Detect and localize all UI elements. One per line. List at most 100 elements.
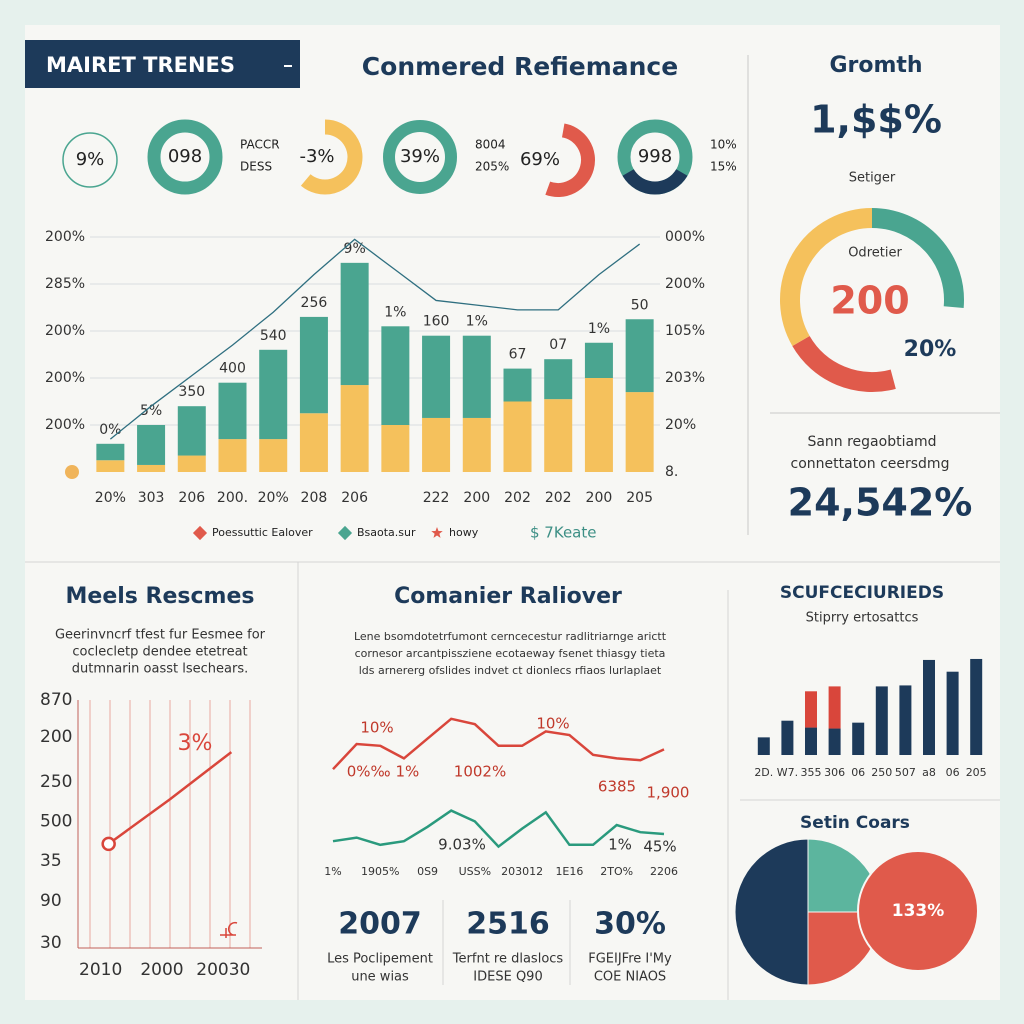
bar (96, 443, 125, 461)
note: Sann regaobtiamd (807, 434, 936, 450)
bar-label: 256 (301, 295, 328, 311)
growth-title: Gromth (829, 53, 922, 78)
bar (899, 685, 912, 755)
bar (137, 425, 166, 465)
y-tick-label: 500 (40, 812, 72, 832)
bar-label: 9% (344, 241, 366, 257)
x-tick-label: 306 (824, 766, 845, 779)
bar-label: 540 (260, 328, 287, 344)
bar (340, 385, 369, 472)
y-tick-label: 285% (45, 276, 85, 292)
x-tick-label: 2000 (140, 960, 183, 980)
panel-text: lds arnererg ofslides indvet ct dionlecs… (359, 664, 662, 677)
bar (340, 262, 369, 386)
annotation: 10% (536, 715, 569, 733)
line (107, 751, 233, 845)
y-tick-label: 90 (40, 891, 62, 911)
x-tick-label: 200. (217, 490, 248, 506)
x-tick-label: 250 (871, 766, 892, 779)
bar-label: 67 (509, 347, 527, 363)
line (109, 238, 641, 440)
badge (25, 40, 300, 88)
x-tick-label: 2010 (79, 960, 122, 980)
stat-text: IDESE Q90 (473, 970, 542, 985)
x-tick-label: 200 (463, 490, 490, 506)
bar (852, 722, 865, 755)
ring-label: 69% (520, 149, 560, 170)
bar-label: 400 (219, 361, 246, 377)
x-tick-label: 2206 (650, 865, 678, 878)
bar (422, 335, 451, 418)
legend-label: $ 7Keate (530, 524, 596, 542)
dot (65, 465, 79, 479)
bar-label: 1% (588, 321, 610, 337)
bar (503, 401, 532, 472)
bar (544, 359, 573, 400)
panel-title: Comanier Raliover (394, 584, 622, 609)
y-tick-label: 200% (45, 229, 85, 245)
x-tick-label: 222 (423, 490, 450, 506)
gauge (871, 208, 964, 309)
bar (828, 728, 841, 755)
stat-text: une wias (351, 970, 409, 985)
bar (970, 658, 983, 755)
bar (625, 319, 654, 393)
badge-label: 133% (892, 901, 945, 921)
legend-label: Bsaota.sur (357, 526, 416, 539)
gauge-label: Odretier (848, 246, 902, 261)
bar (137, 464, 166, 472)
point (101, 836, 116, 852)
panel-text: coclecletp dendee etetreat (72, 645, 247, 660)
bar (259, 349, 288, 440)
stat-text: Terfnt re dlaslocs (452, 952, 564, 967)
x-tick-label: 202 (545, 490, 572, 506)
growth-value: 1,$$% (810, 98, 942, 142)
bar-label: 5% (140, 403, 162, 419)
y2-tick-label: 000% (665, 229, 705, 245)
ring-label: -3% (299, 146, 334, 167)
y-tick-label: 30 (40, 933, 62, 953)
squiggle (220, 921, 238, 938)
x-tick-label: 206 (178, 490, 205, 506)
legend-marker (192, 525, 208, 541)
stat-value: 30% (594, 907, 666, 942)
panel-text: cornesor arcantpissziene ecotaeway fsene… (355, 647, 666, 660)
bar (875, 686, 888, 755)
x-tick-label: 202 (504, 490, 531, 506)
panel-subtitle: Stiprry ertosattcs (806, 611, 919, 626)
bar (828, 686, 841, 729)
y-tick-label: 250 (40, 772, 72, 792)
ring (545, 123, 595, 197)
ring-side: PACCR (240, 138, 280, 152)
x-tick-label: 06 (851, 766, 865, 779)
bar (805, 691, 817, 728)
x-tick-label: 203012 (501, 865, 543, 878)
legend-marker (337, 525, 353, 541)
annotation: 45% (643, 838, 676, 856)
note: connettaton ceersdmg (791, 456, 950, 472)
gauge (792, 335, 896, 392)
bar (218, 439, 247, 472)
growth-big: 24,542% (788, 481, 973, 525)
annotation: 1002% (454, 763, 506, 781)
stat-value: 2007 (338, 907, 422, 942)
y2-tick-label: 203% (665, 370, 705, 386)
ring (622, 168, 688, 195)
badge-text: MAIRET TRENES (46, 53, 235, 77)
x-tick-label: 200 (586, 490, 613, 506)
y-tick-label: 35 (40, 851, 62, 871)
bar (625, 392, 654, 472)
annotation: 0%‰ 1% (347, 763, 420, 781)
x-tick-label: 205 (966, 766, 987, 779)
bar (96, 460, 125, 472)
gauge-title: Setiger (849, 171, 896, 186)
ring-label: 098 (168, 146, 202, 167)
annotation: 1% (608, 836, 632, 854)
bar-label: 0% (99, 422, 121, 438)
panel-text: dutmnarin oasst lsechears. (72, 662, 248, 677)
ring-label: 998 (638, 146, 672, 167)
bar (462, 335, 491, 418)
x-tick-label: 20% (258, 490, 289, 506)
stat-text: COE NIAOS (594, 970, 666, 985)
panel-title: Meels Rescmes (66, 584, 255, 609)
